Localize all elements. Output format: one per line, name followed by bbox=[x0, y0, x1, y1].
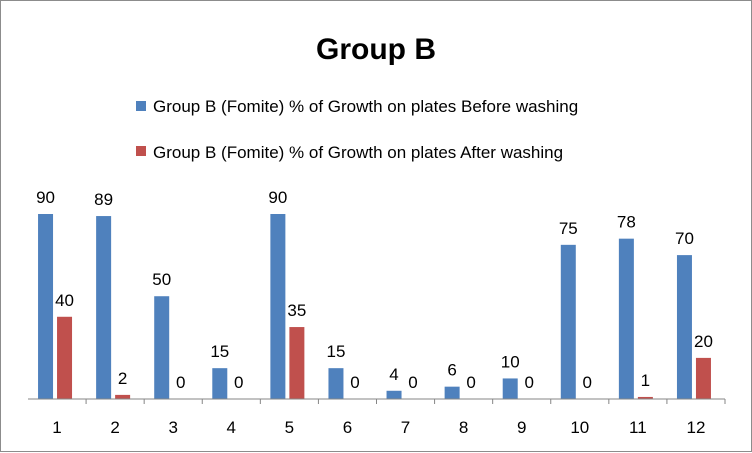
data-label-before: 78 bbox=[617, 213, 636, 232]
data-label-before: 15 bbox=[326, 342, 345, 361]
bar-after bbox=[57, 316, 73, 399]
data-label-before: 6 bbox=[447, 361, 456, 380]
bar-before bbox=[444, 386, 460, 399]
x-tick-label: 5 bbox=[285, 418, 294, 437]
x-tick-label: 3 bbox=[168, 418, 177, 437]
data-label-after: 2 bbox=[118, 369, 127, 388]
chart-title: Group B bbox=[316, 33, 436, 66]
data-label-before: 89 bbox=[94, 190, 113, 209]
bar-after bbox=[695, 357, 711, 399]
legend-swatch-before bbox=[136, 101, 146, 111]
bar-before bbox=[212, 368, 228, 399]
bar-before bbox=[560, 244, 576, 399]
x-tick-label: 12 bbox=[686, 418, 705, 437]
data-label-after: 0 bbox=[583, 373, 592, 392]
data-label-before: 70 bbox=[675, 229, 694, 248]
bar-before bbox=[270, 214, 286, 399]
legend-swatch-after bbox=[136, 146, 146, 156]
data-label-after: 0 bbox=[350, 373, 359, 392]
legend-label-before: Group B (Fomite) % of Growth on plates B… bbox=[153, 97, 578, 116]
data-label-before: 4 bbox=[389, 365, 398, 384]
x-tick-label: 7 bbox=[401, 418, 410, 437]
legend-label-after: Group B (Fomite) % of Growth on plates A… bbox=[153, 143, 563, 162]
bar-before bbox=[154, 296, 170, 399]
x-tick-label: 10 bbox=[570, 418, 589, 437]
x-tick-label: 11 bbox=[629, 418, 647, 437]
data-label-after: 0 bbox=[466, 373, 475, 392]
bar-after bbox=[115, 394, 131, 399]
bar-before bbox=[328, 368, 344, 399]
bar-before bbox=[96, 216, 112, 399]
x-tick-label: 1 bbox=[52, 418, 61, 437]
data-label-after: 0 bbox=[176, 373, 185, 392]
data-label-before: 10 bbox=[501, 352, 520, 371]
bar-after bbox=[637, 396, 653, 399]
x-tick-label: 2 bbox=[110, 418, 119, 437]
x-tick-label: 8 bbox=[459, 418, 468, 437]
data-label-after: 0 bbox=[524, 373, 533, 392]
bar-after bbox=[289, 327, 305, 399]
bar-before bbox=[386, 390, 402, 399]
x-tick-label: 6 bbox=[343, 418, 352, 437]
data-label-before: 50 bbox=[152, 270, 171, 289]
bar-before bbox=[38, 214, 54, 399]
bar-before bbox=[502, 378, 518, 399]
data-label-before: 90 bbox=[36, 188, 55, 207]
data-label-after: 0 bbox=[234, 373, 243, 392]
x-tick-label: 9 bbox=[517, 418, 526, 437]
data-label-after: 0 bbox=[408, 373, 417, 392]
data-label-after: 40 bbox=[55, 291, 74, 310]
data-label-after: 1 bbox=[641, 371, 650, 390]
bars-layer bbox=[38, 214, 711, 399]
ticks-layer: 1 2 3 4 5 6 7 8 9 10 11 12 bbox=[52, 399, 726, 437]
data-label-before: 75 bbox=[559, 219, 578, 238]
bar-before bbox=[676, 255, 692, 399]
data-label-after: 35 bbox=[287, 301, 306, 320]
data-label-before: 90 bbox=[268, 188, 287, 207]
x-tick-label: 4 bbox=[227, 418, 236, 437]
bar-before bbox=[618, 238, 634, 399]
data-label-before: 15 bbox=[210, 342, 229, 361]
data-label-after: 20 bbox=[694, 332, 713, 351]
